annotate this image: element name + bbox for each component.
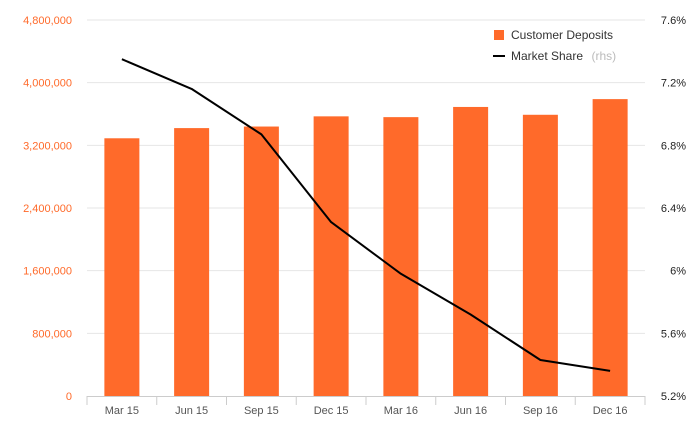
right-axis-tick-labels: 5.2% 5.6% 6% 6.4% 6.8% 7.2% 7.6% — [661, 15, 686, 403]
x-tick-label: Dec 15 — [314, 405, 349, 417]
legend-swatch-customer-deposits — [494, 30, 504, 40]
x-tick-label: Jun 16 — [454, 405, 487, 417]
left-tick-label: 1,600,000 — [23, 266, 72, 278]
left-tick-label: 3,200,000 — [23, 140, 72, 152]
x-tick-label: Mar 16 — [384, 405, 418, 417]
legend-label-customer-deposits: Customer Deposits — [511, 28, 613, 42]
bar-customer-deposits — [522, 114, 558, 397]
gridlines — [87, 19, 645, 334]
market-share-line — [121, 58, 611, 372]
x-tick-label: Dec 16 — [593, 405, 628, 417]
bar-customer-deposits — [453, 106, 489, 396]
x-tick-label: Mar 15 — [105, 405, 139, 417]
left-tick-label: 4,000,000 — [23, 78, 72, 90]
right-tick-label: 6% — [670, 266, 686, 278]
left-axis-tick-labels: 0 800,000 1,600,000 2,400,000 3,200,000 4,000… — [23, 15, 72, 403]
legend: Customer Deposits Market Share (rhs) — [493, 28, 616, 64]
x-tick-label: Sep 16 — [523, 405, 558, 417]
legend-label-market-share-name: Market Share — [511, 49, 583, 63]
left-tick-label: 2,400,000 — [23, 203, 72, 215]
right-tick-label: 6.8% — [661, 140, 686, 152]
bar-customer-deposits — [243, 126, 279, 397]
bar-customer-deposits — [174, 128, 210, 396]
bar-customer-deposits — [104, 138, 140, 397]
right-tick-label: 5.6% — [661, 328, 686, 340]
right-tick-label: 6.4% — [661, 203, 686, 215]
bars — [104, 99, 628, 397]
legend-label-market-share-suffix: (rhs) — [591, 49, 616, 63]
bar-customer-deposits — [313, 116, 349, 396]
line-market-share — [121, 58, 611, 372]
right-tick-label: 5.2% — [661, 391, 686, 403]
left-tick-label: 0 — [66, 391, 72, 403]
x-tick-label: Sep 15 — [244, 405, 279, 417]
x-tick-label: Jun 15 — [175, 405, 208, 417]
bar-customer-deposits — [592, 99, 628, 396]
x-axis: Mar 15 Jun 15 Sep 15 Dec 15 Mar 16 Jun 16 Sep … — [86, 396, 646, 417]
right-tick-label: 7.6% — [661, 15, 686, 27]
left-tick-label: 4,800,000 — [23, 15, 72, 27]
left-tick-label: 800,000 — [32, 328, 72, 340]
legend-label-market-share: Market Share (rhs) — [511, 47, 616, 64]
bar-customer-deposits — [383, 117, 419, 396]
right-tick-label: 7.2% — [661, 78, 686, 90]
